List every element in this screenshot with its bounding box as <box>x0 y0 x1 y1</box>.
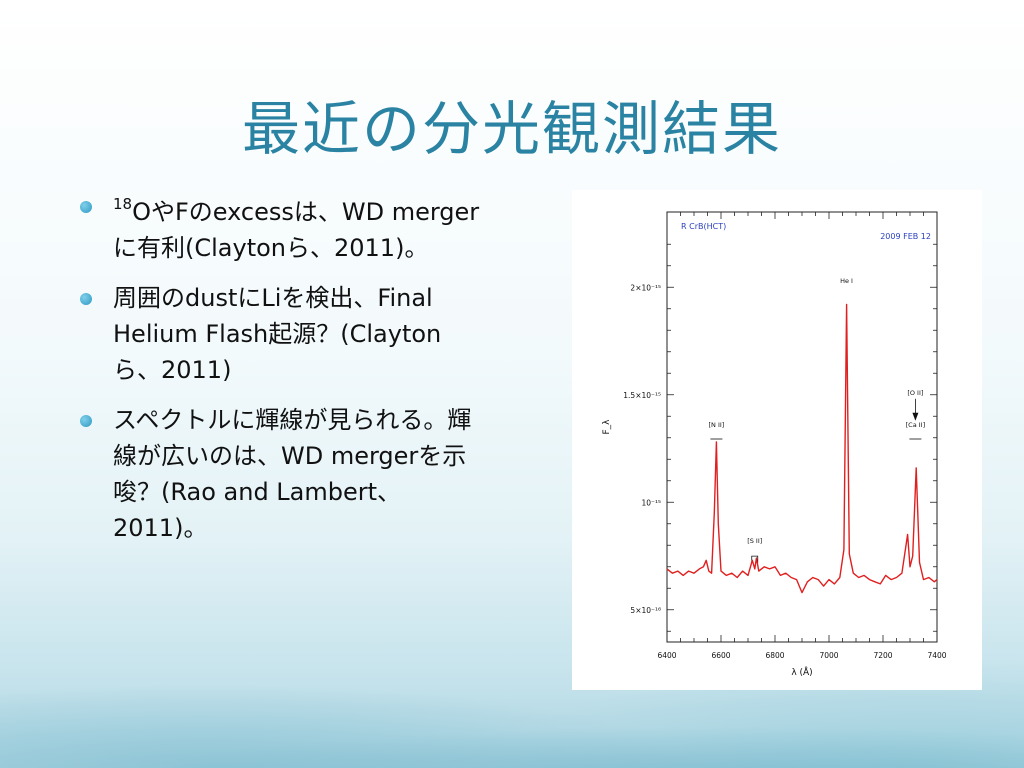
spectrum-chart: R CrB(HCT) 2009 FEB 12 λ (Å) F_λ 6400 660… <box>602 211 947 678</box>
spectrum-figure: R CrB(HCT) 2009 FEB 12 λ (Å) F_λ 6400 660… <box>572 190 982 690</box>
bullet-list: 18OやFのexcessは、WD mergerに有利(Claytonら、2011… <box>80 188 480 560</box>
bullet-item: スペクトルに輝線が見られる。輝線が広いのは、WD mergerを示唆？(Rao … <box>80 402 480 546</box>
y-tick-label: 1.5×10⁻¹⁵ <box>623 391 661 400</box>
x-tick-label: 7000 <box>819 651 838 660</box>
line-annotation: [O II] <box>907 389 923 397</box>
y-tick-label: 5×10⁻¹⁶ <box>630 606 661 615</box>
slide-title: 最近の分光観測結果 <box>241 95 782 163</box>
x-tick-label: 6800 <box>765 651 784 660</box>
bullet-dot-icon <box>80 201 92 213</box>
isotope-superscript: 18 <box>113 195 133 213</box>
x-tick-label: 7400 <box>927 651 946 660</box>
spectrum-line <box>666 303 938 594</box>
chart-date-label: 2009 FEB 12 <box>880 232 931 241</box>
bullet-text: OやFのexcessは、WD mergerに有利(Claytonら、2011)。 <box>113 198 480 262</box>
x-tick-label: 7200 <box>873 651 892 660</box>
y-axis-label: F_λ <box>602 419 612 435</box>
bullet-text: スペクトルに輝線が見られる。輝線が広いのは、WD mergerを示唆？(Rao … <box>113 406 472 542</box>
chart-title: R CrB(HCT) <box>681 222 726 231</box>
line-annotation: He I <box>840 277 853 285</box>
line-annotation: [N II] <box>708 421 724 429</box>
x-tick-label: 6600 <box>711 651 730 660</box>
bullet-item: 18OやFのexcessは、WD mergerに有利(Claytonら、2011… <box>80 188 480 266</box>
annotation-arrow-head <box>912 412 919 421</box>
line-annotation: [S II] <box>747 537 762 545</box>
bullet-item: 周囲のdustにLiを検出、Final Helium Flash起源？(Clay… <box>80 280 480 388</box>
y-tick-label: 2×10⁻¹⁵ <box>630 283 661 292</box>
bullet-dot-icon <box>80 293 92 305</box>
bullet-dot-icon <box>80 415 92 427</box>
y-tick-label: 10⁻¹⁵ <box>641 498 661 507</box>
bullet-text: 周囲のdustにLiを検出、Final Helium Flash起源？(Clay… <box>113 284 442 384</box>
x-tick-label: 6400 <box>657 651 676 660</box>
line-annotation: [Ca II] <box>906 421 926 429</box>
x-axis-label: λ (Å) <box>791 666 812 678</box>
annotation-bracket <box>751 555 759 564</box>
